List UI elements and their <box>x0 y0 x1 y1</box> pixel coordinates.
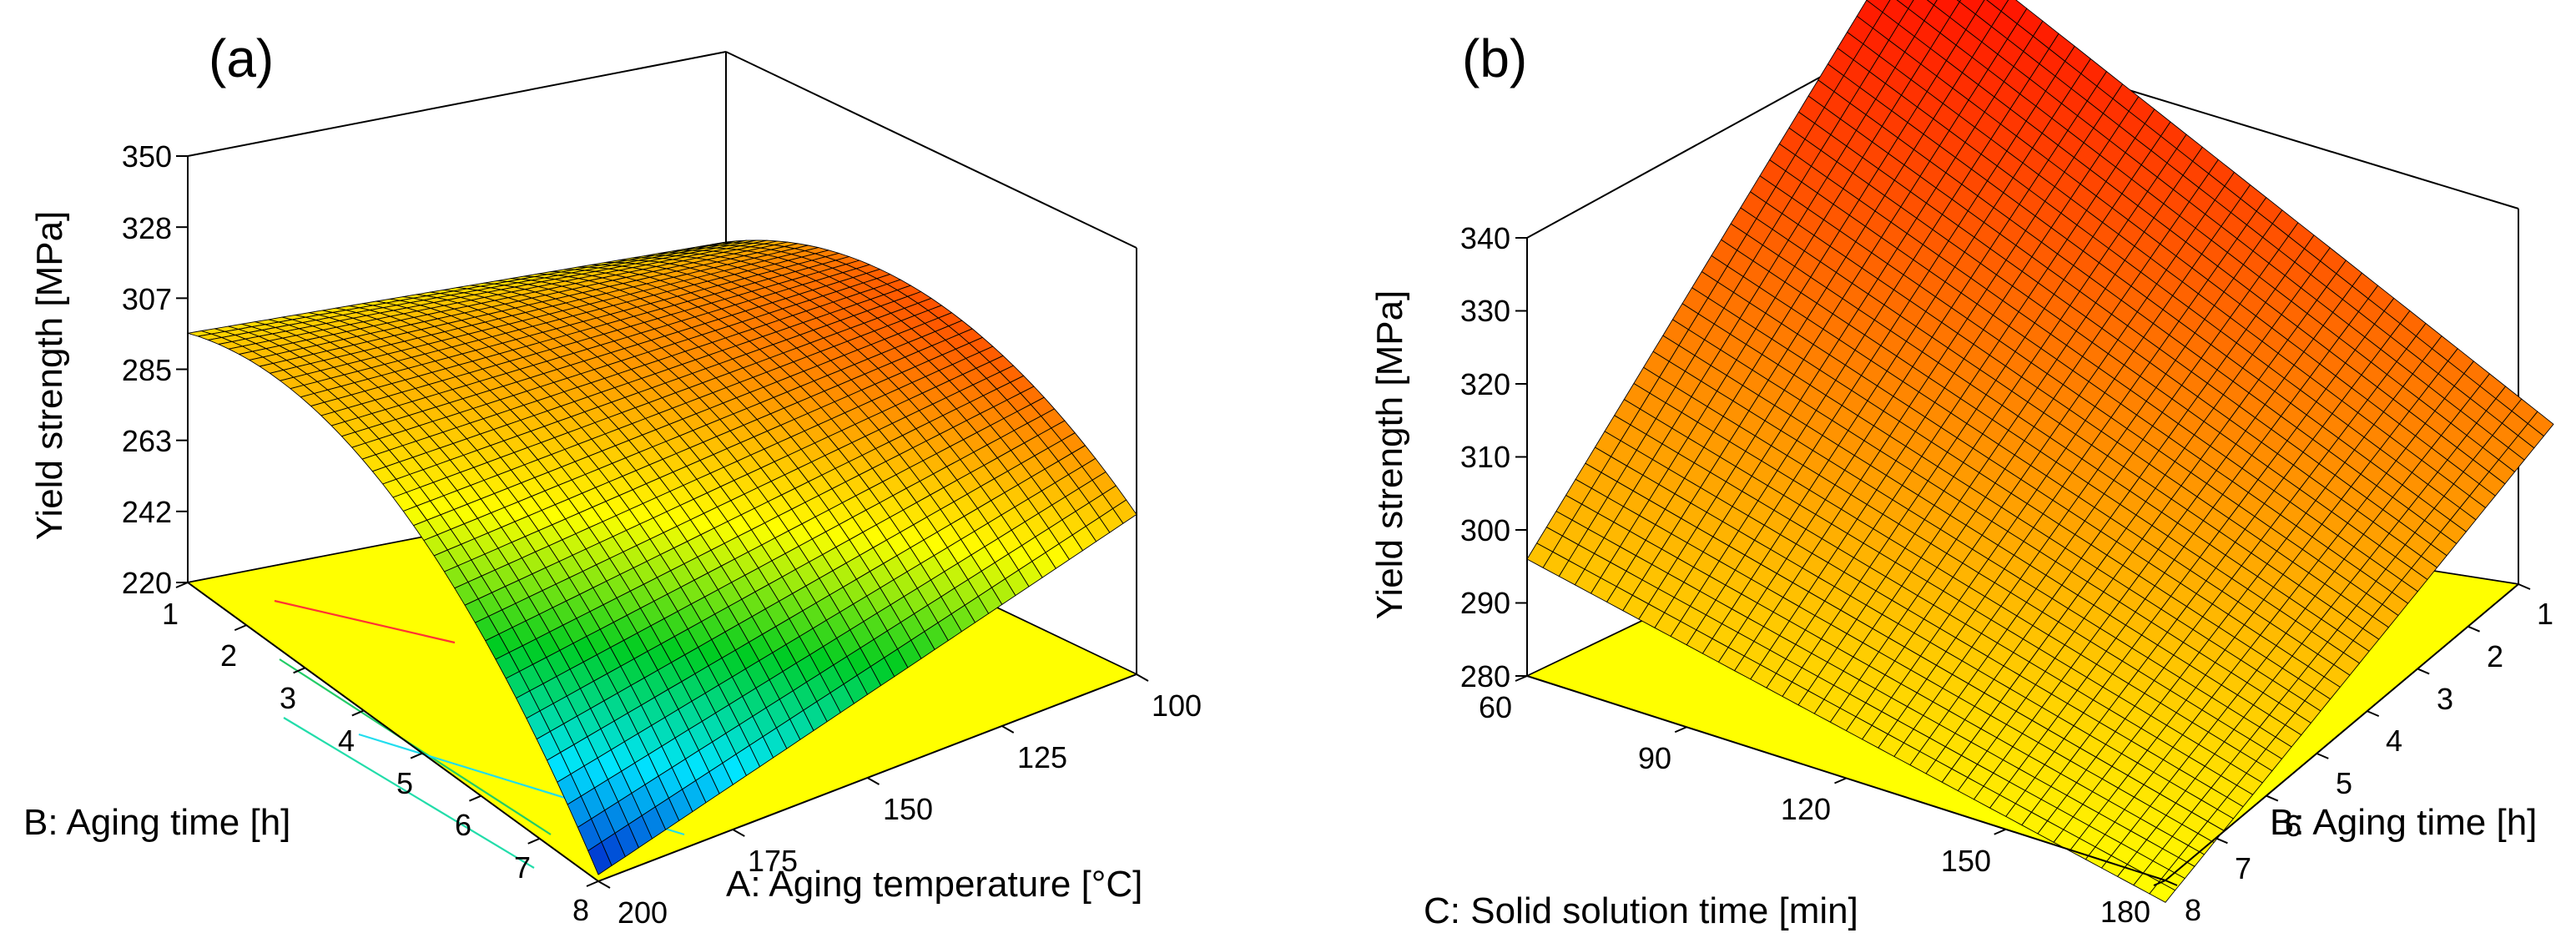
panel-b-z-tick: 290 <box>1460 586 1510 620</box>
panel-a-z-axis: 220 242 263 285 307 328 350 Yield streng… <box>29 139 189 600</box>
axis-tick-mark <box>732 829 745 837</box>
axis-tick-mark <box>1674 726 1687 734</box>
panel-a-x-tick: 125 <box>1017 740 1067 774</box>
surface-cell <box>2149 881 2176 903</box>
axis-tick-mark <box>1834 777 1847 784</box>
panel-b-y-tick: 2 <box>2487 639 2503 673</box>
panel-b-z-tick: 310 <box>1460 440 1510 474</box>
panel-a-z-tick: 263 <box>122 424 172 458</box>
panel-b-y-tick: 8 <box>2185 893 2201 927</box>
panel-a-y-label: B: Aging time [h] <box>23 802 290 843</box>
panel-a-z-tick: 307 <box>122 282 172 316</box>
panel-b-y-tick: 3 <box>2437 682 2453 716</box>
panel-a-z-tick: 285 <box>122 353 172 387</box>
panel-a-x-axis: 100 125 150 175 200 A: Aging temperature… <box>597 673 1202 930</box>
axis-tick-mark <box>2518 583 2531 590</box>
axis-tick-mark <box>293 667 305 674</box>
axis-tick-mark <box>2153 880 2166 886</box>
panel-a-z-tick: 220 <box>122 566 172 600</box>
panel-b-x-tick: 180 <box>2100 895 2150 929</box>
panel-b-y-tick: 1 <box>2537 597 2553 631</box>
panel-b-y-axis: 1 2 3 4 5 6 7 8 B: Aging time [h] <box>2165 583 2553 927</box>
axis-tick-mark <box>1136 673 1149 682</box>
panel-a-y-tick: 4 <box>338 724 355 758</box>
panel-b-z-tick: 320 <box>1460 367 1510 401</box>
panel-a-y-axis: 1 2 3 4 5 6 7 8 B: Aging time [h] <box>23 582 599 927</box>
axis-tick-mark <box>2165 880 2178 886</box>
panel-b-y-tick: 4 <box>2386 724 2402 758</box>
panel-b-y-tick: 6 <box>2285 809 2301 843</box>
panel-a-y-tick: 2 <box>220 638 237 673</box>
panel-a-surface <box>187 240 1137 875</box>
axis-tick-mark <box>1994 828 2007 835</box>
panel-b-z-tick: 340 <box>1460 221 1510 255</box>
axis-tick-mark <box>2266 794 2279 802</box>
panel-b-x-tick: 150 <box>1941 844 1991 878</box>
panel-a-y-tick: 5 <box>396 766 413 800</box>
axis-tick-mark <box>234 624 247 632</box>
panel-b-y-tick: 7 <box>2235 851 2251 885</box>
panel-a-chart: 220 242 263 285 307 328 350 Yield streng… <box>23 28 1202 930</box>
panel-a-x-tick: 100 <box>1152 688 1202 723</box>
panel-b-x-axis: 60 90 120 150 180 C: Solid solution time… <box>1424 675 2166 931</box>
panel-b-label: (b) <box>1462 28 1527 88</box>
panel-b-z-label: Yield strength [MPa] <box>1369 290 1410 620</box>
panel-a-x-tick: 150 <box>883 792 933 826</box>
panel-a-y-tick: 1 <box>162 597 179 631</box>
axis-tick-mark <box>469 794 481 802</box>
axis-tick-mark <box>2367 710 2380 718</box>
panel-a-y-tick: 6 <box>455 808 471 842</box>
axis-tick-mark <box>2417 668 2430 675</box>
axis-tick-mark <box>2468 625 2480 633</box>
panel-b-z-tick: 330 <box>1460 294 1510 328</box>
axis-tick-mark <box>586 880 599 887</box>
axis-tick-mark <box>175 582 189 588</box>
panel-a-z-tick: 350 <box>122 139 172 174</box>
axis-tick-mark <box>2316 752 2329 759</box>
panel-a-label: (a) <box>209 28 274 88</box>
surface-cell <box>587 841 612 875</box>
axis-tick-mark <box>1001 725 1015 734</box>
panel-b-x-label: C: Solid solution time [min] <box>1424 890 1858 931</box>
panel-b-x-tick: 60 <box>1479 690 1512 724</box>
panel-a-x-label: A: Aging temperature [°C] <box>726 864 1142 905</box>
panel-b-surface <box>1526 0 2554 903</box>
panel-a-y-tick: 8 <box>572 893 589 927</box>
panel-a-x-tick: 175 <box>748 844 798 878</box>
panel-a-x-tick: 200 <box>618 895 668 930</box>
panel-b-x-tick: 90 <box>1638 741 1671 775</box>
panel-a-y-tick: 3 <box>280 681 296 715</box>
panel-b-x-tick: 120 <box>1781 792 1831 826</box>
panel-b-y-label: B: Aging time [h] <box>2270 802 2537 843</box>
panel-b-chart: 280 290 300 310 320 330 340 Yield streng… <box>1369 0 2554 931</box>
panel-b-z-tick: 280 <box>1460 659 1510 693</box>
panel-a-floor-contours <box>274 599 685 869</box>
axis-tick-mark <box>867 777 880 785</box>
panel-b-y-tick: 5 <box>2336 766 2352 800</box>
panel-a-z-label: Yield strength [MPa] <box>29 211 70 541</box>
axis-tick-mark <box>1515 675 1528 682</box>
panel-a-z-tick: 242 <box>122 495 172 529</box>
axis-tick-mark <box>410 752 423 759</box>
axis-tick-mark <box>351 709 365 717</box>
panel-b-z-tick: 300 <box>1460 513 1510 547</box>
panel-b-z-axis: 280 290 300 310 320 330 340 Yield streng… <box>1369 221 1528 693</box>
panel-a-y-tick: 7 <box>514 850 531 885</box>
axis-tick-mark <box>527 837 541 845</box>
axis-tick-mark <box>597 880 611 889</box>
axis-tick-mark <box>2216 837 2228 845</box>
panel-a-z-tick: 328 <box>122 211 172 245</box>
